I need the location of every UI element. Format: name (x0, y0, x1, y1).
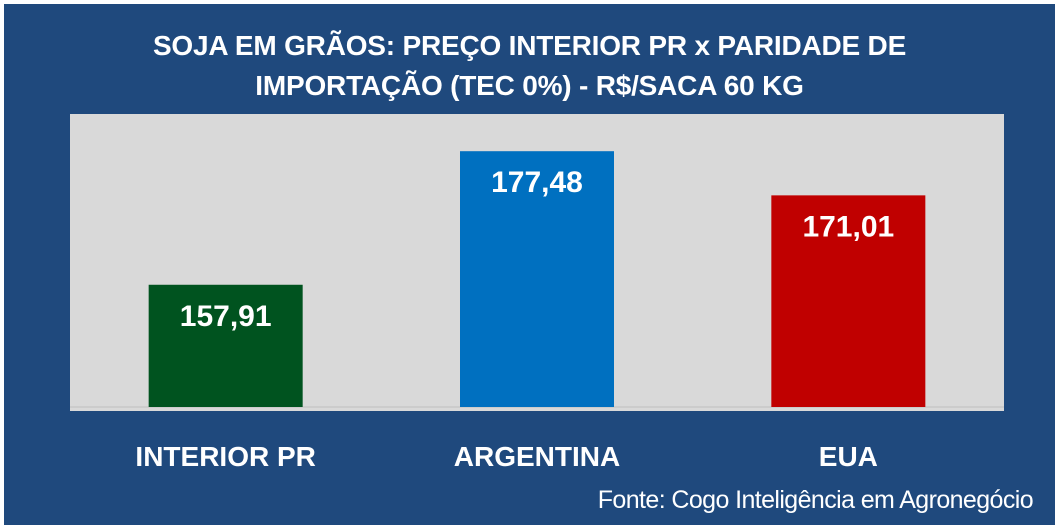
category-tick-label: EUA (819, 441, 878, 472)
chart-title-line-2: IMPORTAÇÃO (TEC 0%) - R$/SACA 60 KG (255, 70, 804, 101)
category-tick-label: INTERIOR PR (135, 441, 315, 472)
bar-eua (771, 195, 926, 407)
data-label: 171,01 (802, 210, 894, 243)
category-tick-label: ARGENTINA (454, 441, 620, 472)
bar-argentina (460, 151, 614, 407)
source-note: Fonte: Cogo Inteligência em Agronegócio (597, 486, 1034, 514)
labels-group: 157,91 177,48 171,01 (180, 166, 894, 333)
chart-title: SOJA EM GRÃOS: PREÇO INTERIOR PR x PARID… (4, 26, 1055, 106)
data-label: 177,48 (491, 166, 583, 199)
data-label: 157,91 (180, 300, 272, 333)
bar-interior-pr (148, 284, 303, 407)
category-ticks-group: INTERIOR PR ARGENTINA EUA (135, 441, 877, 472)
bar-chart: 157,91 177,48 171,01 INTERIOR PR ARGENTINA E… (70, 114, 1004, 472)
bars-group (148, 151, 926, 407)
chart-title-line-1: SOJA EM GRÃOS: PREÇO INTERIOR PR x PARID… (152, 30, 907, 61)
